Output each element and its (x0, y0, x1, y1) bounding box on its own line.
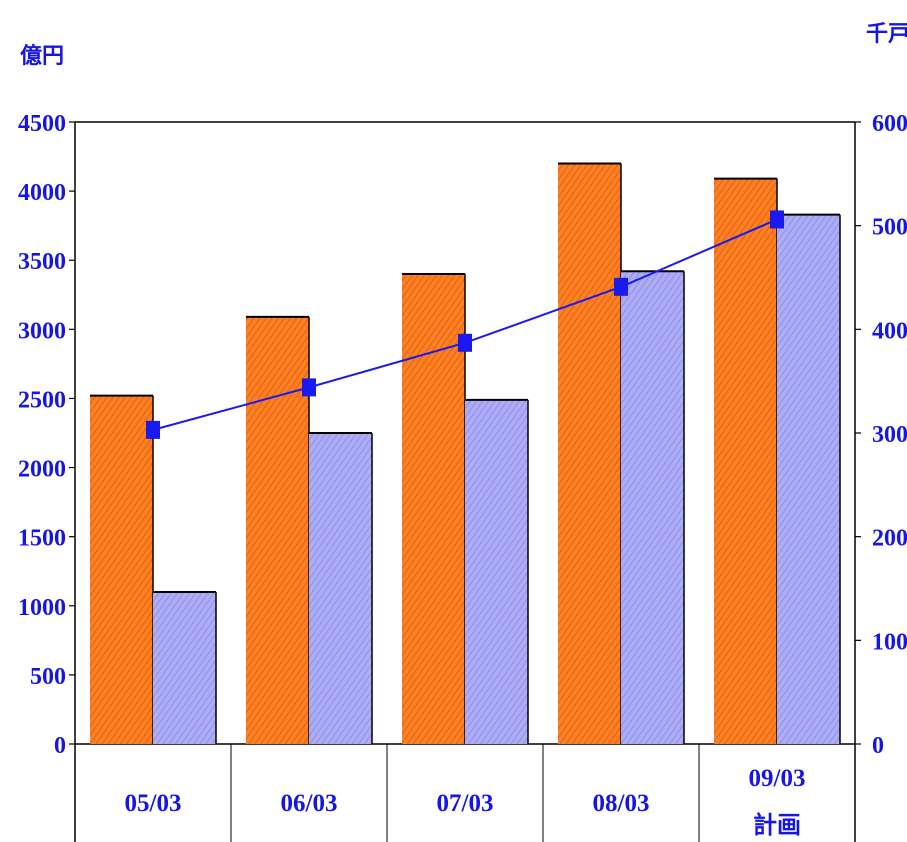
bar-s2-1 (153, 591, 216, 744)
bar-s1-1 (90, 395, 153, 744)
line-marker-2 (302, 378, 316, 397)
right-tick-label: 0 (872, 733, 884, 759)
bar-s2-5 (777, 214, 840, 744)
right-tick-label: 300 (872, 422, 907, 448)
right-tick-label: 400 (872, 318, 907, 344)
left-tick-label: 2000 (18, 457, 66, 483)
left-tick-label: 4500 (18, 111, 66, 137)
left-tick-label: 4000 (18, 180, 66, 206)
left-axis-unit: 億円 (20, 44, 65, 69)
right-tick-label: 600 (872, 111, 907, 137)
left-tick-label: 3500 (18, 249, 66, 275)
bar-s2-4 (621, 271, 684, 744)
bar-s1-5 (714, 178, 777, 744)
bar-s2-2 (309, 433, 372, 744)
right-tick-label: 200 (872, 526, 907, 552)
category-label: 08/03 (593, 790, 650, 817)
line-marker-4 (614, 277, 628, 296)
left-tick-label: 1500 (18, 526, 66, 552)
category-label: 09/03 (749, 765, 806, 792)
line-marker-5 (770, 210, 784, 229)
line-marker-3 (458, 333, 472, 352)
right-tick-label: 500 (872, 215, 907, 241)
left-tick-label: 1000 (18, 595, 66, 621)
bar-s2-3 (465, 399, 528, 744)
category-label: 06/03 (281, 790, 338, 817)
bar-s1-4 (558, 163, 621, 744)
left-tick-label: 0 (54, 733, 66, 759)
left-tick-label: 2500 (18, 387, 66, 413)
left-tick-label: 3000 (18, 318, 66, 344)
left-tick-label: 500 (30, 664, 66, 690)
right-axis-unit: 千戸 (866, 22, 907, 47)
right-tick-label: 100 (872, 629, 907, 655)
line-marker-1 (146, 420, 160, 439)
bar-s1-2 (246, 316, 309, 744)
category-label: 05/03 (125, 790, 182, 817)
category-label: 07/03 (437, 790, 494, 817)
category-sublabel: 計画 (753, 811, 801, 839)
